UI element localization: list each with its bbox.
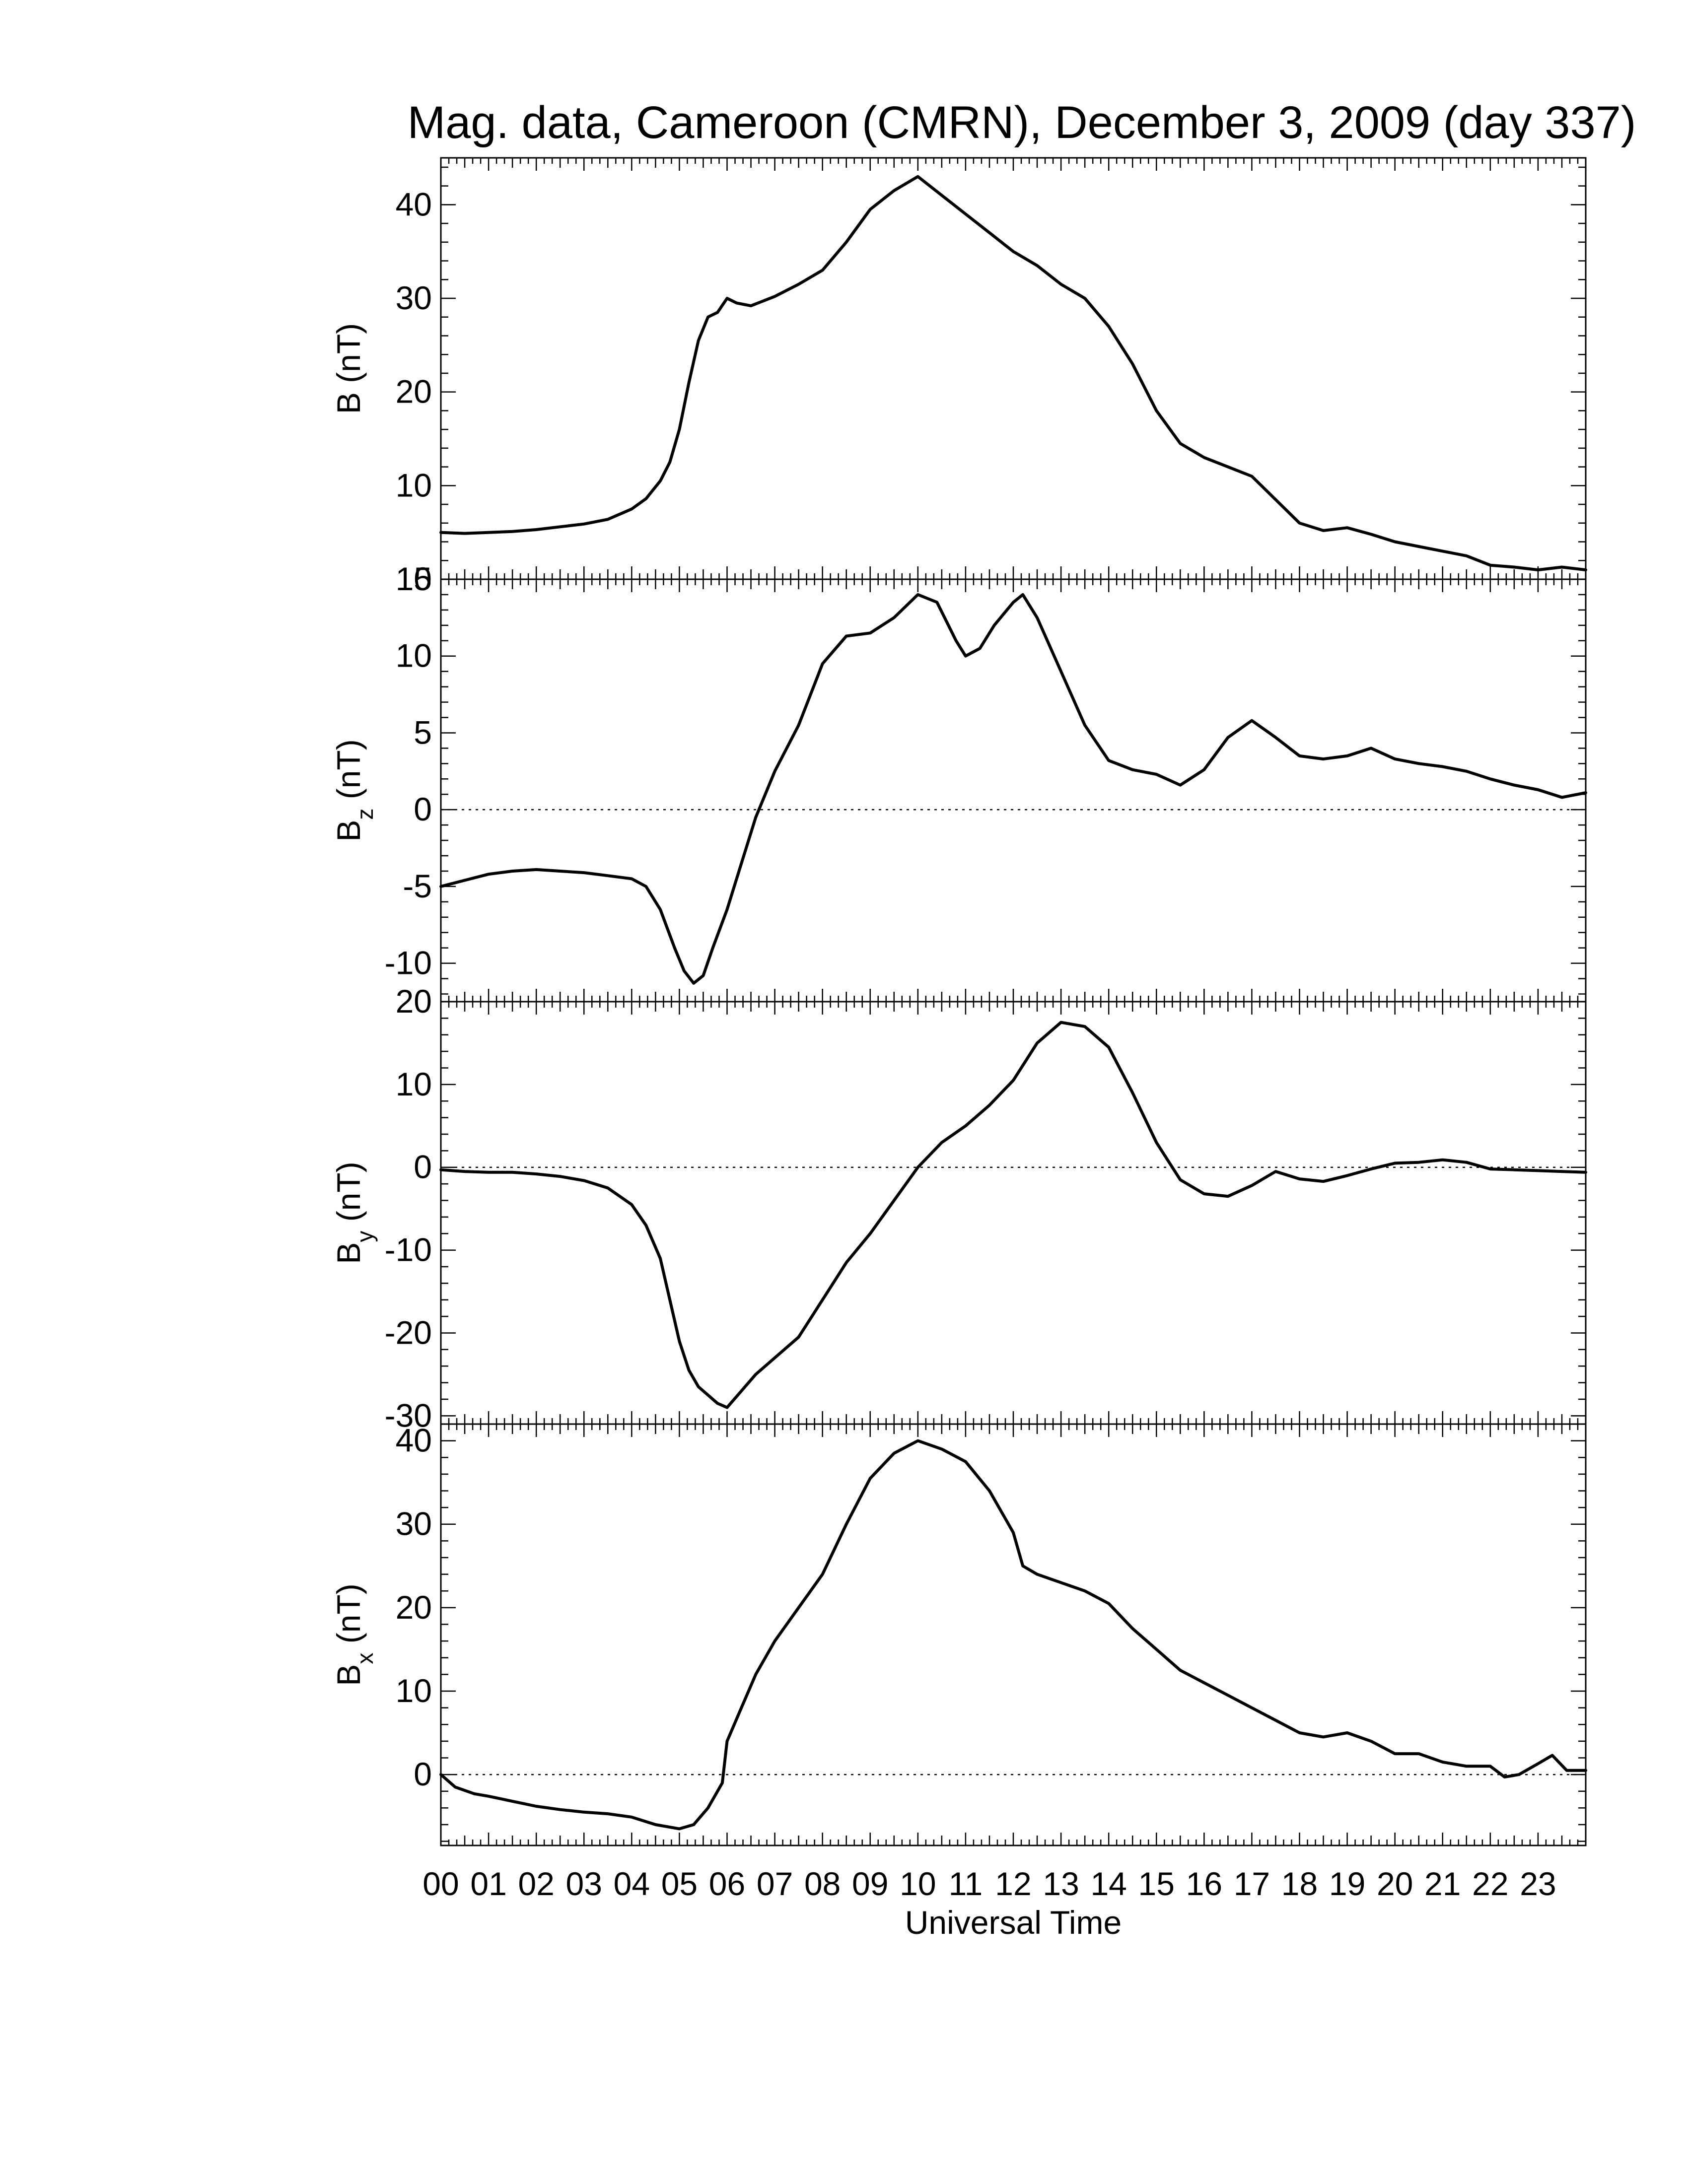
x-tick-label: 00 [422, 1865, 459, 1902]
x-tick-label: 12 [995, 1865, 1031, 1902]
y-axis-label-b: B (nT) [330, 323, 367, 414]
y-tick-label: 20 [396, 983, 432, 1020]
y-tick-label: 10 [396, 1672, 432, 1709]
chart-title: Mag. data, Cameroon (CMRN), December 3, … [408, 97, 1636, 148]
y-axis-label-text: B (nT) [330, 323, 367, 414]
x-tick-label: 14 [1090, 1865, 1126, 1902]
y-tick-label: -30 [385, 1397, 432, 1433]
y-tick-label: 30 [396, 279, 432, 316]
x-tick-label: 07 [757, 1865, 793, 1902]
x-tick-label: 13 [1043, 1865, 1079, 1902]
y-tick-label: 40 [396, 186, 432, 222]
y-tick-label: 0 [414, 1756, 432, 1792]
series-line-b [439, 175, 1587, 572]
y-axis-label-base: B [330, 1242, 367, 1264]
x-tick-label: 17 [1234, 1865, 1270, 1902]
x-tick-label: 01 [470, 1865, 506, 1902]
y-tick-label: -5 [403, 868, 432, 904]
y-axis-label-bx: Bx (nT) [330, 1583, 378, 1686]
x-tick-label: 16 [1186, 1865, 1222, 1902]
x-tick-label: 23 [1520, 1865, 1556, 1902]
y-tick-label: 0 [414, 1149, 432, 1185]
x-axis-label: Universal Time [905, 1904, 1122, 1941]
x-tick-label: 21 [1424, 1865, 1461, 1902]
y-axis-label-unit: (nT) [330, 739, 367, 808]
x-tick-label: 03 [566, 1865, 602, 1902]
y-tick-label: 15 [396, 560, 432, 597]
y-axis-label-by: By (nT) [330, 1161, 378, 1264]
y-tick-label: 10 [396, 637, 432, 674]
y-tick-label: 5 [414, 714, 432, 751]
y-axis-label-subscript: y [352, 1231, 378, 1242]
y-tick-label: 10 [396, 467, 432, 503]
x-tick-label: 11 [949, 1865, 983, 1902]
x-tick-label: 19 [1329, 1865, 1365, 1902]
y-axis-label-bz: Bz (nT) [330, 739, 378, 841]
y-axis-label-unit: (nT) [330, 1161, 367, 1230]
y-tick-label: 40 [396, 1422, 432, 1459]
x-tick-label: 02 [518, 1865, 554, 1902]
panel-frame [440, 1423, 1587, 1846]
y-axis-label-unit: (nT) [330, 1583, 367, 1652]
y-tick-label: -10 [385, 945, 432, 981]
y-axis-label-base: B [330, 820, 367, 842]
x-tick-label: 06 [709, 1865, 745, 1902]
y-tick-label: 10 [396, 1066, 432, 1102]
x-tick-label: 20 [1377, 1865, 1413, 1902]
x-tick-label: 05 [661, 1865, 698, 1902]
x-tick-label: 08 [804, 1865, 841, 1902]
x-tick-label: 09 [852, 1865, 888, 1902]
y-tick-label: 20 [396, 373, 432, 410]
x-tick-label: 18 [1281, 1865, 1318, 1902]
y-tick-label: 0 [414, 560, 432, 597]
x-tick-label: 15 [1138, 1865, 1175, 1902]
series-line-bz [439, 593, 1587, 985]
series-line-bx [439, 1439, 1587, 1831]
x-tick-label: 10 [900, 1865, 936, 1902]
y-axis-label-subscript: x [352, 1653, 378, 1664]
panel-bz: -10 -5 0 5 10 15 Bz (nT) [330, 560, 1587, 1003]
y-tick-label: -10 [385, 1231, 432, 1268]
series-line-by [439, 1021, 1587, 1409]
y-axis-label-subscript: z [352, 809, 378, 820]
y-tick-label: 20 [396, 1589, 432, 1626]
panel-frame [440, 1001, 1587, 1425]
x-tick-label: 04 [614, 1865, 650, 1902]
y-tick-label: 30 [396, 1505, 432, 1542]
y-tick-label: 0 [414, 791, 432, 827]
y-axis-label-base: B [330, 1664, 367, 1686]
panel-by: -30 -20 -10 0 10 20 By (nT) [330, 983, 1587, 1433]
panel-b: 0 10 20 30 40 B (nT) [330, 157, 1587, 597]
panel-frame [440, 578, 1587, 1003]
panel-bx: 0 10 20 30 40 Bx (nT) [330, 1422, 1587, 1846]
y-tick-label: -20 [385, 1314, 432, 1351]
x-tick-label: 22 [1472, 1865, 1508, 1902]
